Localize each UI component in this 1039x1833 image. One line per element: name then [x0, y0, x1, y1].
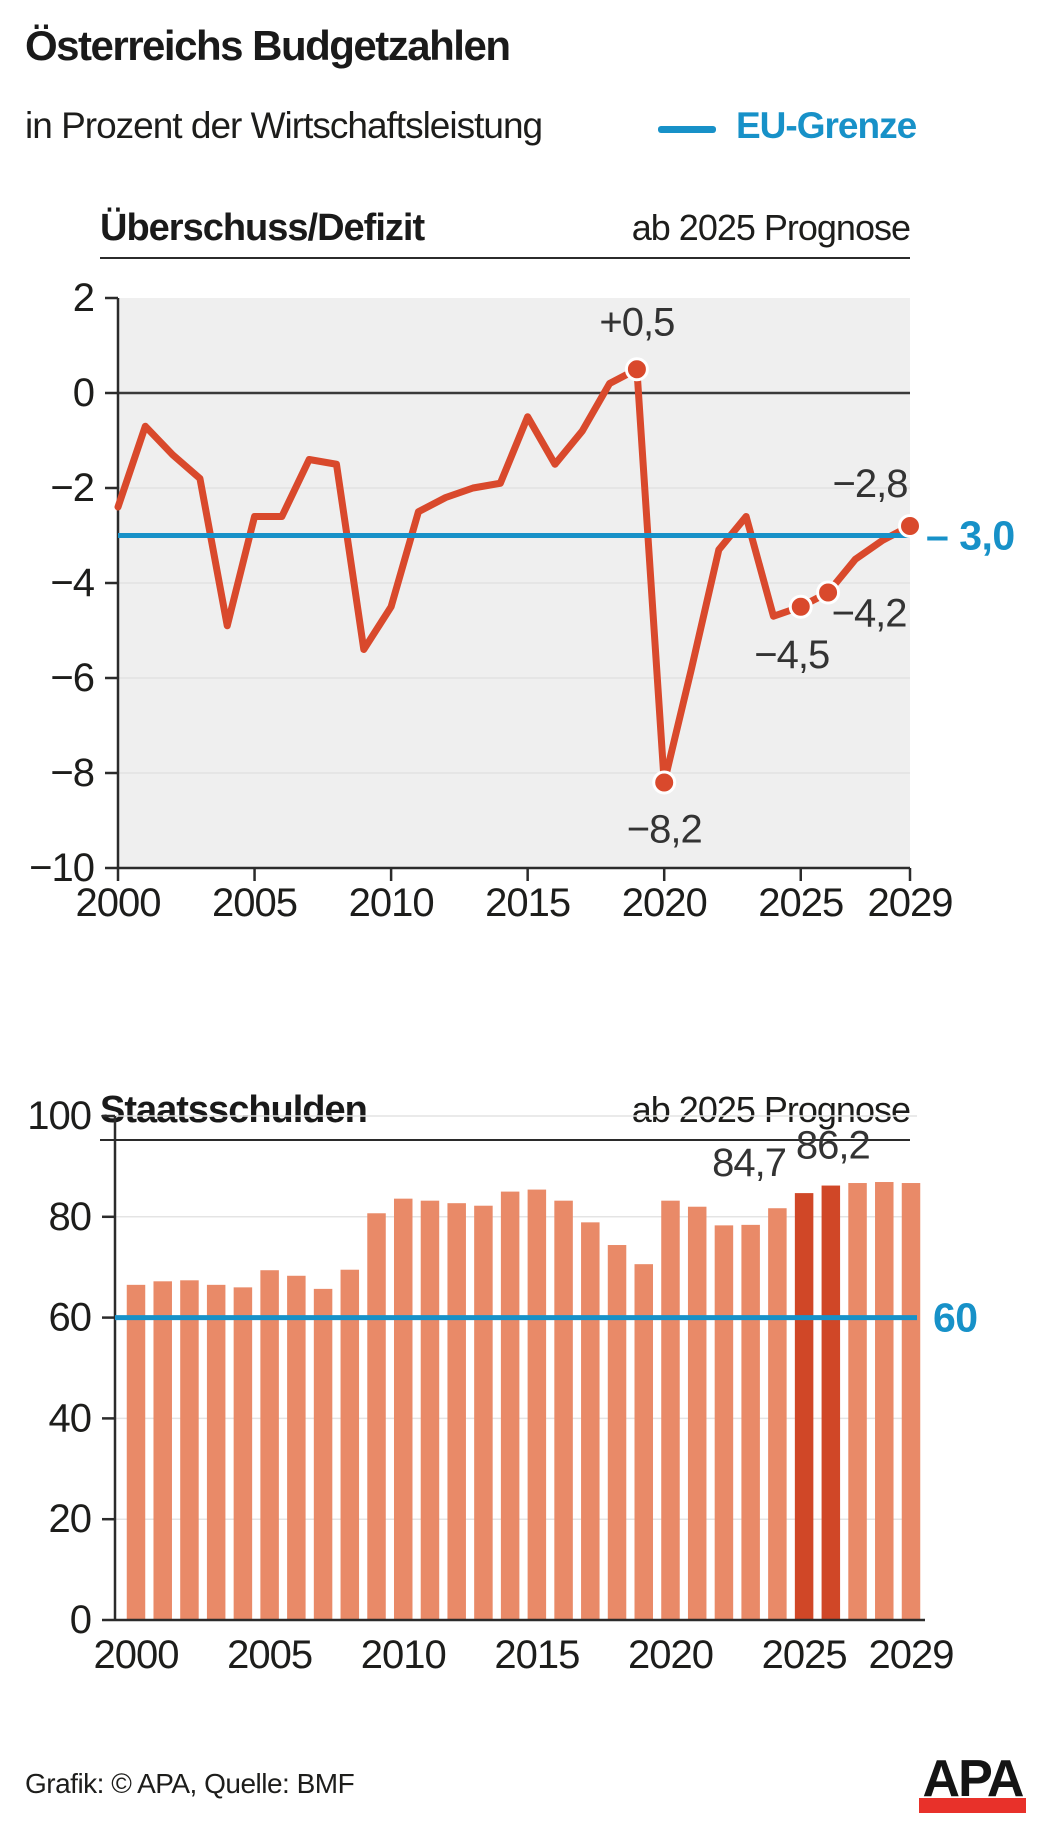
x-tick-label: 2000	[76, 881, 161, 925]
debt-bar-2022	[714, 1225, 734, 1620]
debt-bar-2018	[607, 1245, 627, 1620]
debt-bar-2012	[447, 1203, 466, 1620]
debt-bar-2029	[901, 1183, 921, 1620]
y-tick-label: 100	[27, 1094, 91, 1138]
deficit-value-label-2020: −8,2	[627, 808, 702, 852]
deficit-section-header: Überschuss/Defizit ab 2025 Prognose	[100, 207, 911, 259]
x-tick-label: 2029	[869, 1633, 954, 1677]
deficit-point-2026	[816, 580, 841, 605]
source-credit: Grafik: © APA, Quelle: BMF	[25, 1768, 355, 1799]
debt-bar-2005	[260, 1270, 279, 1620]
debt-bar-2026	[821, 1185, 841, 1620]
y-tick-label: 0	[70, 1598, 91, 1642]
debt-forecast-note: ab 2025 Prognose	[631, 1089, 911, 1130]
debt-bar-2016	[554, 1200, 573, 1620]
debt-value-label-2026: 86,2	[796, 1124, 870, 1168]
eu-limit-legend-label: EU-Grenze	[736, 105, 917, 146]
eu-limit-line-swatch	[658, 125, 716, 133]
debt-bar-2007	[313, 1288, 333, 1620]
x-tick-label: 2029	[868, 881, 953, 925]
x-tick-label: 2005	[227, 1633, 312, 1677]
debt-bar-2024	[768, 1208, 787, 1620]
debt-bar-2004	[233, 1287, 253, 1620]
y-tick-label: 2	[73, 276, 94, 320]
debt-bar-2006	[287, 1275, 306, 1620]
y-tick-label: 80	[49, 1195, 92, 1239]
deficit-point-2019	[624, 357, 649, 382]
x-tick-label: 2005	[212, 881, 297, 925]
debt-bar-2023	[741, 1224, 760, 1620]
apa-logo-red-bar	[919, 1798, 1026, 1813]
deficit-point-2025	[788, 594, 813, 619]
y-tick-label: 60	[49, 1296, 92, 1340]
y-tick-label: 0	[73, 371, 94, 415]
deficit-value-label-2019: +0,5	[599, 300, 674, 344]
debt-value-label-2025: 84,7	[712, 1141, 786, 1185]
deficit-point-2029	[898, 514, 922, 538]
debt-section-header: Staatsschulden ab 2025 Prognose	[100, 1089, 911, 1141]
deficit-value-label-2025: −4,5	[754, 633, 829, 677]
x-tick-label: 2015	[494, 1633, 579, 1677]
debt-bar-2017	[581, 1222, 600, 1620]
x-tick-label: 2025	[758, 881, 843, 925]
eu-limit-value-label: – 3,0	[926, 513, 1015, 559]
debt-bar-2001	[153, 1281, 172, 1620]
x-tick-label: 2025	[762, 1633, 847, 1677]
y-tick-label: −8	[50, 751, 94, 795]
debt-bar-2013	[474, 1205, 493, 1620]
x-tick-label: 2015	[485, 881, 570, 925]
x-tick-label: 2010	[361, 1633, 446, 1677]
deficit-forecast-note: ab 2025 Prognose	[631, 207, 911, 248]
debt-bar-2002	[180, 1280, 199, 1620]
deficit-point-2020	[652, 770, 677, 795]
y-tick-label: −4	[50, 561, 94, 605]
x-tick-label: 2010	[349, 881, 434, 925]
debt-bar-2008	[340, 1269, 360, 1620]
x-tick-label: 2000	[94, 1633, 179, 1677]
debt-bar-2000	[126, 1284, 146, 1620]
debt-bar-2027	[848, 1183, 867, 1620]
debt-chart-title: Staatsschulden	[100, 1089, 368, 1131]
y-tick-label: 20	[49, 1497, 92, 1541]
debt-bar-2010	[393, 1198, 413, 1620]
debt-bar-2020	[661, 1200, 680, 1620]
debt-bar-2011	[420, 1200, 440, 1620]
y-tick-label: −2	[50, 466, 94, 510]
eu-limit-legend: EU-Grenze	[658, 105, 917, 147]
deficit-chart-title: Überschuss/Defizit	[100, 207, 425, 249]
page-subtitle: in Prozent der Wirtschaftsleistung	[25, 105, 543, 146]
debt-bar-2003	[206, 1284, 226, 1620]
debt-bar-2014	[500, 1191, 520, 1620]
debt-bar-2025	[794, 1193, 814, 1620]
debt-bar-2015	[527, 1189, 547, 1620]
deficit-value-label-2029: −2,8	[833, 462, 908, 506]
page-title: Österreichs Budgetzahlen	[25, 22, 511, 69]
debt-bar-2019	[634, 1264, 654, 1620]
x-tick-label: 2020	[628, 1633, 713, 1677]
eu-limit-value-label: 60	[933, 1295, 978, 1341]
y-tick-label: −10	[29, 846, 94, 890]
apa-logo-text: APA	[922, 1750, 1025, 1808]
apa-logo: APA	[919, 1750, 1026, 1813]
x-tick-label: 2020	[622, 881, 707, 925]
y-tick-label: 40	[49, 1396, 92, 1440]
debt-bar-2028	[875, 1182, 894, 1620]
deficit-value-label-2026: −4,2	[832, 592, 907, 636]
y-tick-label: −6	[50, 656, 94, 700]
debt-bar-2009	[367, 1213, 386, 1620]
debt-bar-2021	[687, 1206, 707, 1620]
